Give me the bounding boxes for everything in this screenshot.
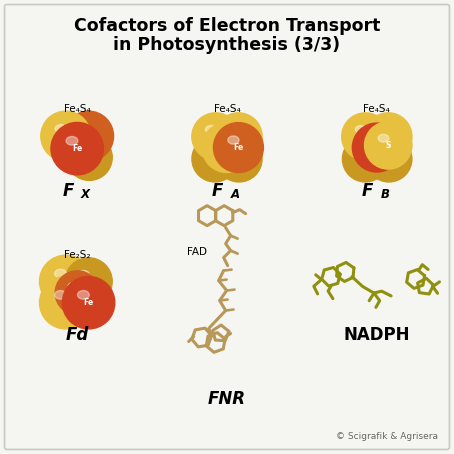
- Text: Fe: Fe: [233, 143, 243, 152]
- Circle shape: [365, 122, 412, 169]
- Circle shape: [213, 123, 263, 173]
- Ellipse shape: [228, 126, 239, 133]
- Ellipse shape: [68, 282, 78, 290]
- Circle shape: [62, 276, 115, 329]
- Text: Fd: Fd: [65, 326, 89, 344]
- Circle shape: [55, 271, 99, 315]
- Text: FAD: FAD: [187, 247, 207, 257]
- Circle shape: [51, 123, 104, 175]
- Circle shape: [41, 111, 91, 161]
- Circle shape: [39, 276, 92, 329]
- Ellipse shape: [206, 126, 216, 133]
- Circle shape: [66, 134, 112, 180]
- Ellipse shape: [55, 124, 66, 133]
- Text: Fe₄S₄: Fe₄S₄: [64, 104, 90, 114]
- Text: in Photosynthesis (3/3): in Photosynthesis (3/3): [114, 36, 340, 54]
- Text: © Scigrafik & Agrisera: © Scigrafik & Agrisera: [336, 432, 438, 441]
- Circle shape: [202, 123, 252, 173]
- Circle shape: [215, 113, 262, 160]
- Ellipse shape: [355, 148, 366, 156]
- Ellipse shape: [366, 136, 377, 144]
- Ellipse shape: [79, 147, 90, 154]
- Ellipse shape: [78, 124, 89, 133]
- Ellipse shape: [54, 291, 66, 299]
- Text: Fe₄S₄: Fe₄S₄: [364, 104, 390, 114]
- Ellipse shape: [205, 148, 216, 156]
- Circle shape: [192, 136, 238, 182]
- Circle shape: [42, 113, 88, 158]
- Text: F: F: [62, 182, 74, 200]
- Text: NADPH: NADPH: [344, 326, 410, 344]
- Text: Fe₄S₄: Fe₄S₄: [214, 104, 240, 114]
- Circle shape: [192, 113, 239, 160]
- Ellipse shape: [54, 269, 66, 278]
- Circle shape: [365, 113, 412, 160]
- Circle shape: [39, 255, 92, 308]
- Ellipse shape: [228, 136, 239, 144]
- Text: Cofactors of Electron Transport: Cofactors of Electron Transport: [74, 17, 380, 35]
- Ellipse shape: [378, 134, 389, 142]
- Text: B: B: [380, 188, 390, 201]
- Ellipse shape: [217, 136, 227, 144]
- Text: Fe: Fe: [372, 143, 382, 152]
- Text: S: S: [224, 143, 230, 152]
- Text: X: X: [81, 188, 90, 201]
- Text: Fe₂S₂: Fe₂S₂: [64, 250, 90, 260]
- Text: Fe: Fe: [84, 298, 94, 307]
- Ellipse shape: [379, 148, 390, 156]
- Ellipse shape: [79, 271, 89, 278]
- Text: FNR: FNR: [208, 390, 246, 409]
- Ellipse shape: [229, 148, 240, 156]
- Circle shape: [342, 136, 388, 182]
- Text: F: F: [212, 182, 223, 200]
- Text: Fe: Fe: [72, 144, 82, 153]
- Text: S: S: [385, 141, 391, 150]
- Circle shape: [352, 123, 401, 172]
- Circle shape: [366, 136, 412, 182]
- Text: S: S: [63, 298, 69, 307]
- Text: F: F: [362, 182, 373, 200]
- Ellipse shape: [378, 126, 389, 133]
- Circle shape: [342, 113, 389, 160]
- Ellipse shape: [55, 125, 66, 133]
- Text: S: S: [63, 132, 69, 141]
- Text: A: A: [231, 188, 240, 201]
- Ellipse shape: [66, 137, 78, 145]
- Circle shape: [216, 136, 262, 182]
- Circle shape: [64, 111, 114, 161]
- Circle shape: [65, 258, 112, 305]
- Ellipse shape: [78, 291, 89, 299]
- Ellipse shape: [355, 126, 366, 133]
